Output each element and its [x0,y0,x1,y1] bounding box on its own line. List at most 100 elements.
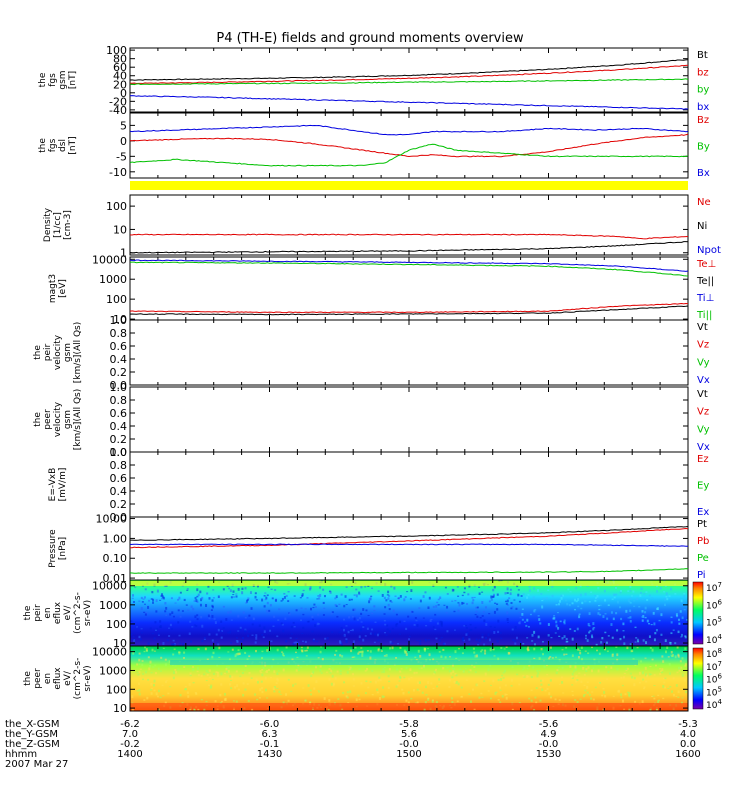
spectrogram-pixel [641,610,644,613]
spectrogram-pixel [469,669,472,672]
spectrogram-pixel [565,647,568,649]
spectrogram-pixel [152,666,155,668]
spectrogram-pixel [312,639,315,642]
spectrogram-pixel [361,654,364,657]
spectrogram-pixel [440,622,443,626]
spectrogram-pixel [408,677,411,681]
spectrogram-pixel [576,679,579,681]
spectrogram-pixel [302,589,305,592]
spectrogram-pixel [271,597,274,600]
spectrogram-pixel [414,617,417,619]
spectrogram-pixel [164,701,167,705]
spectrogram-pixel [563,621,566,624]
spectrogram-pixel [578,672,581,674]
spectrogram-pixel [380,650,383,652]
spectrogram-pixel [371,628,374,631]
spectrogram-pixel [154,664,157,667]
spectrogram-pixel [399,675,402,678]
spectrogram-pixel [601,694,604,697]
spectrogram-pixel [465,679,468,681]
y-axis-label: the [23,671,33,686]
spectrogram-pixel [558,635,561,637]
spectrogram-pixel [345,625,348,627]
spectrogram-pixel [484,649,487,652]
spectrogram-pixel [201,624,204,628]
spectrogram-pixel [400,668,403,670]
spectrogram-pixel [233,596,236,598]
spectrogram-pixel [454,650,457,654]
time-axis-value: 4.9 [541,729,557,740]
spectrogram-pixel [614,586,617,589]
spectrogram-pixel [582,694,585,698]
spectrogram-pixel [483,680,486,683]
spectrogram-pixel [649,666,652,668]
spectrogram-pixel [489,625,492,628]
spectrogram-pixel [597,669,600,673]
spectrogram-pixel [631,675,634,679]
spectrogram-pixel [541,653,544,656]
spectrogram-pixel [615,646,618,648]
spectrogram-pixel [632,590,635,593]
spectrogram-pixel [500,647,503,650]
spectrogram-pixel [529,613,532,616]
spectrogram-pixel [189,708,192,711]
spectrogram-pixel [614,594,617,596]
spectrogram-pixel [504,684,507,687]
spectrogram-pixel [663,681,666,684]
spectrogram-pixel [212,651,215,655]
spectrogram-pixel [164,610,167,613]
spectrogram-pixel [522,593,525,596]
spectrogram-pixel [558,599,561,603]
spectrogram-pixel [172,671,175,675]
y-axis-label: sr-eV) [83,665,93,691]
spectrogram-pixel [256,698,259,701]
spectrogram-pixel [333,682,336,686]
spectrogram-pixel [678,618,681,621]
spectrogram-pixel [205,700,208,703]
spectrogram-pixel [292,621,295,624]
spectrogram-pixel [212,672,215,675]
y-axis-label: [nT] [68,71,78,89]
spectrogram-pixel [382,686,385,689]
spectrogram-pixel [386,594,389,596]
spectrogram-pixel [388,680,391,683]
spectrogram-pixel [671,690,674,693]
y-axis-label: [mV/m] [58,468,68,502]
spectrogram-pixel [526,637,529,639]
spectrogram-pixel [281,651,284,653]
spectrogram-pixel [150,692,153,695]
spectrogram-pixel [644,611,647,614]
spectrogram-pixel [262,636,265,639]
spectrogram-pixel [254,649,257,653]
spectrogram-pixel [312,638,315,641]
spectrogram-pixel [533,587,536,590]
spectrogram-pixel [360,586,363,589]
spectrogram-pixel [302,613,305,616]
spectrogram-pixel [387,597,390,600]
spectrogram-pixel [598,608,601,611]
spectrogram-pixel [189,620,192,623]
spectrogram-pixel [438,682,441,685]
spectrogram-pixel [591,691,594,693]
spectrogram-pixel [571,684,574,686]
spectrogram-pixel [164,585,167,587]
spectrogram-pixel [405,653,408,657]
spectrogram-pixel [575,675,578,678]
time-axis-value: 1400 [117,749,142,760]
spectrogram-pixel [456,586,459,588]
spectrogram-pixel [207,585,210,588]
spectrogram-pixel [371,587,374,589]
spectrogram-pixel [683,594,686,598]
spectrogram-pixel [366,650,369,652]
spectrogram-pixel [654,632,657,635]
spectrogram-pixel [423,707,426,711]
spectrogram-pixel [318,623,321,625]
y-tick-label: 20 [113,78,127,91]
spectrogram-pixel [186,589,189,591]
spectrogram-pixel [600,641,603,644]
spectrogram-pixel [425,624,428,627]
spectrogram-pixel [354,646,357,649]
spectrogram-pixel [499,689,502,691]
legend-entry: Vt [697,389,708,400]
spectrogram-pixel [178,634,181,637]
